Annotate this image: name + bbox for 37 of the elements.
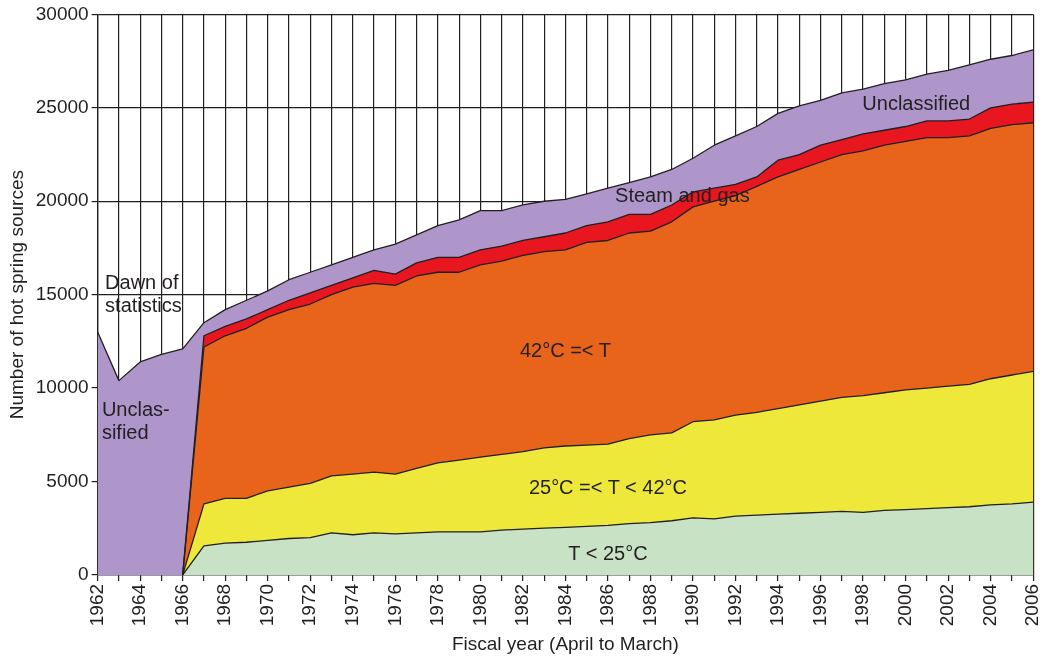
x-tick-label: 1996 — [808, 583, 830, 627]
x-tick-label: 2004 — [978, 583, 1000, 627]
x-tick-label: 1998 — [851, 583, 873, 627]
x-axis-title: Fiscal year (April to March) — [451, 632, 679, 654]
series-label: Unclassified — [862, 91, 971, 114]
y-tick-label: 20000 — [35, 189, 89, 211]
x-tick-label: 1968 — [213, 583, 235, 627]
x-tick-label: 1962 — [85, 583, 107, 627]
y-tick-label: 0 — [78, 563, 89, 585]
y-tick-label: 25000 — [35, 96, 89, 118]
x-tick-label: 1964 — [128, 583, 150, 627]
y-tick-label: 30000 — [35, 2, 89, 24]
x-tick-label: 1966 — [170, 583, 192, 627]
y-tick-label: 5000 — [46, 469, 89, 491]
x-tick-label: 1988 — [638, 583, 660, 627]
x-tick-label: 1984 — [553, 583, 575, 627]
x-tick-label: 1978 — [426, 583, 448, 627]
y-axis-title: Number of hot spring sources — [5, 170, 27, 420]
x-tick-label: 1990 — [681, 583, 703, 627]
x-tick-label: 1982 — [511, 583, 533, 627]
series-label: 42°C =< T — [519, 339, 611, 362]
x-tick-label: 1980 — [468, 583, 490, 627]
x-tick-label: 2000 — [893, 583, 915, 627]
x-tick-label: 1974 — [341, 583, 363, 627]
x-tick-label: 1976 — [383, 583, 405, 627]
x-tick-label: 1994 — [766, 583, 788, 627]
y-tick-label: 10000 — [35, 376, 89, 398]
x-tick-label: 1972 — [298, 583, 320, 627]
series-label: T < 25°C — [568, 541, 648, 564]
x-tick-label: 2006 — [1021, 583, 1043, 627]
x-tick-label: 2002 — [936, 583, 958, 627]
annotation: Unclas-sified — [101, 398, 170, 444]
x-tick-label: 1992 — [723, 583, 745, 627]
x-tick-label: 1986 — [596, 583, 618, 627]
series-label: 25°C =< T < 42°C — [528, 476, 688, 499]
y-tick-label: 15000 — [35, 282, 89, 304]
x-tick-label: 1970 — [255, 583, 277, 627]
